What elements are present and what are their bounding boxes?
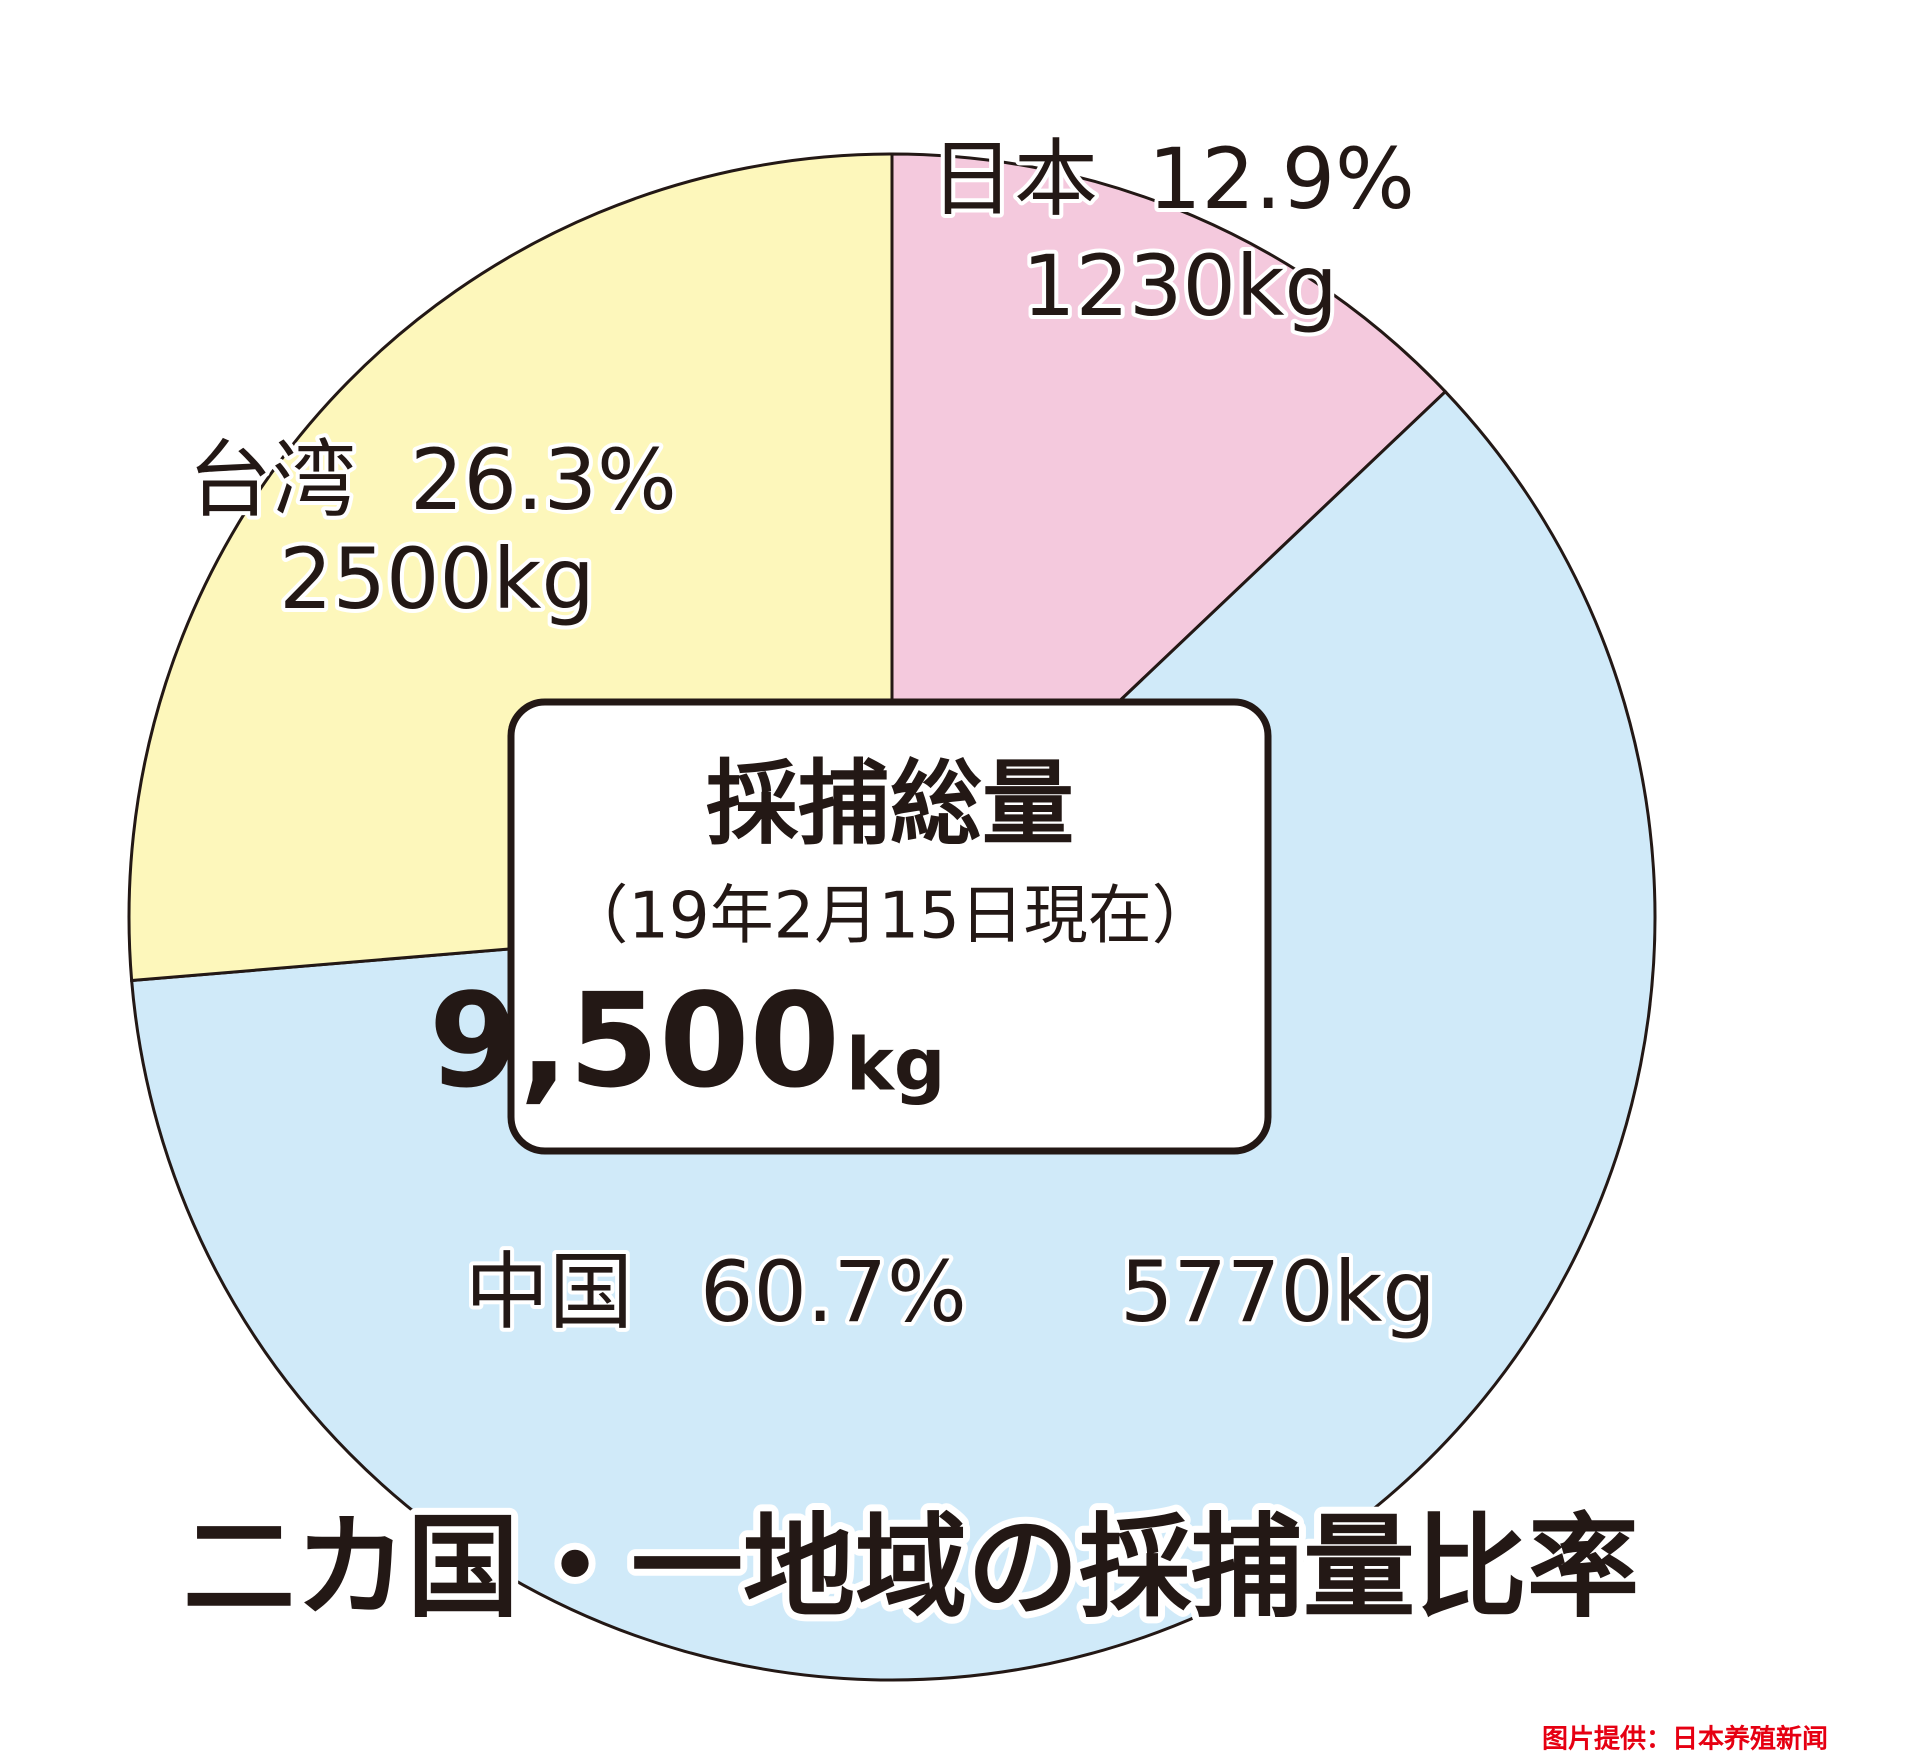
- slice-value-label: 60.7%: [700, 1243, 967, 1341]
- center-unit: kg: [846, 1023, 945, 1107]
- slice-weight-label: 2500kg: [279, 530, 595, 628]
- slice-weight-label: 1230kg: [1022, 237, 1338, 335]
- slice-value-label: 26.3%: [410, 431, 677, 529]
- center-total: 9,500: [429, 965, 840, 1117]
- chart-title: 二カ国・一地域の採捕量比率: [183, 1503, 1639, 1633]
- slice-category-label: 日本: [930, 130, 1098, 228]
- center-box: [507, 698, 1272, 1155]
- labels: 日本 12.9%1230kg 中国 60.7% 5770kg 台湾 26.3%2500kg: [184, 126, 1440, 1345]
- credit: 图片提供：日本养殖新闻: [1542, 1724, 1828, 1755]
- center-date: （19年2月15日現在）: [564, 880, 1216, 954]
- slice-category-label: 台湾: [188, 431, 356, 529]
- slice-weight-label: 5770kg: [1120, 1243, 1436, 1341]
- slice-category-label: 中国: [465, 1243, 633, 1341]
- slice-value-label: 12.9%: [1148, 130, 1415, 228]
- center-heading: 採捕総量: [706, 750, 1074, 857]
